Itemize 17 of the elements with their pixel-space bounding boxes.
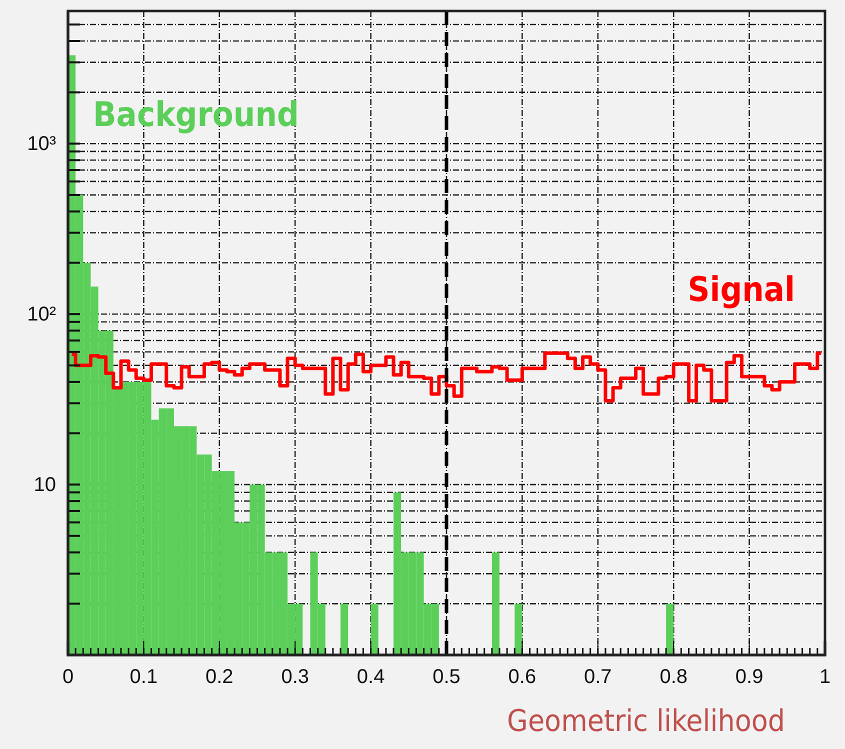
x-axis-title: Geometric likelihood: [507, 704, 785, 739]
x-tick-label: 0.3: [281, 666, 310, 688]
x-tick-label: 0.7: [584, 666, 612, 688]
x-tick-label: 0.9: [735, 666, 764, 688]
x-tick-label: 0.1: [130, 666, 158, 688]
series-label: Signal: [688, 270, 795, 310]
y-tick-label: 10: [34, 474, 56, 496]
x-tick-label: 0: [62, 666, 74, 688]
y-tick-label: 10²: [27, 303, 56, 326]
x-tick-label: 0.8: [660, 666, 688, 688]
series-label: Background: [93, 95, 299, 135]
x-tick-label: 0.4: [356, 666, 385, 688]
x-tick-label: 0.2: [205, 666, 234, 688]
x-tick-label: 0.6: [508, 666, 536, 688]
y-tick-label: 10³: [27, 133, 56, 156]
x-tick-label: 1: [819, 666, 831, 688]
x-tick-label: 0.5: [432, 666, 460, 688]
